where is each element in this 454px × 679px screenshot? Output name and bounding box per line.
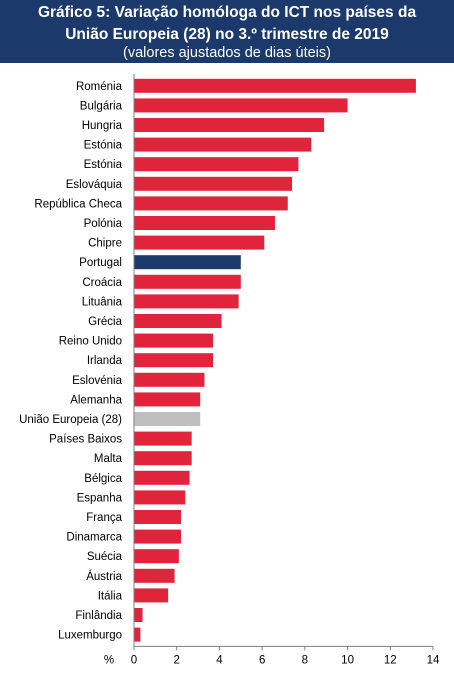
- category-label: Alemanha: [70, 394, 122, 406]
- category-label: Áustria: [86, 570, 122, 583]
- bar: [134, 568, 175, 583]
- bar: [134, 118, 325, 132]
- bar: [134, 392, 201, 407]
- category-label: Chipre: [88, 238, 122, 250]
- category-label: França: [86, 512, 122, 524]
- category-label: União Europeia (28): [19, 414, 122, 426]
- category-label: Bulgária: [80, 100, 123, 112]
- x-tick-label: 6: [259, 654, 265, 666]
- category-label: Dinamarca: [66, 532, 122, 544]
- category-label: Eslovénia: [72, 375, 122, 387]
- bar: [134, 627, 141, 642]
- category-label: Finlândia: [75, 610, 122, 622]
- category-label: Lituânia: [82, 296, 123, 308]
- x-tick-label: 12: [384, 654, 397, 666]
- category-label: Polónia: [84, 218, 123, 230]
- bar: [134, 216, 275, 230]
- category-label: Grécia: [88, 316, 122, 328]
- bar: [134, 470, 190, 485]
- category-label: Estónia: [84, 159, 123, 171]
- bar: [134, 431, 192, 446]
- bar: [134, 314, 222, 328]
- bar: [134, 176, 293, 191]
- x-tick-label: 2: [174, 654, 180, 666]
- bar: [134, 608, 143, 622]
- bar: [134, 157, 299, 172]
- bar: [134, 255, 241, 270]
- category-label: Suécia: [87, 551, 123, 563]
- bar: [134, 490, 186, 505]
- category-label: Hungria: [82, 120, 123, 132]
- chart-title-line-2: União Europeia (28) no 3.º trimestre de …: [65, 26, 389, 43]
- bar: [134, 588, 169, 603]
- bar: [134, 412, 201, 426]
- category-label: Itália: [98, 590, 123, 602]
- bar-chart: Roménia Bulgária Hungria Estónia Estónia Eslo…: [19, 74, 440, 666]
- bar: [134, 353, 214, 368]
- category-label: Reino Unido: [59, 336, 122, 348]
- bar: [134, 78, 416, 93]
- x-tick-label: 14: [427, 654, 440, 666]
- bar: [134, 372, 205, 387]
- category-label: Luxemburgo: [58, 630, 122, 642]
- bar: [134, 196, 288, 211]
- bar: [134, 137, 312, 152]
- category-label: Eslováquia: [66, 179, 123, 191]
- chart-title-line-1: Gráfico 5: Variação homóloga do ICT nos …: [37, 4, 417, 21]
- category-label: República Checa: [34, 198, 122, 210]
- bar: [134, 510, 181, 524]
- category-label: Portugal: [79, 257, 122, 269]
- bar: [134, 333, 214, 348]
- category-label: Croácia: [82, 277, 122, 289]
- bar: [134, 98, 348, 113]
- x-unit-label: %: [104, 654, 114, 666]
- category-label: Espanha: [77, 492, 123, 504]
- category-label: Estónia: [84, 140, 123, 152]
- bar: [134, 235, 265, 250]
- x-tick-label: 0: [131, 654, 137, 666]
- category-label: Malta: [94, 453, 123, 465]
- chart-header: Gráfico 5: Variação homóloga do ICT nos …: [0, 0, 454, 63]
- category-label: Roménia: [76, 81, 123, 93]
- bar: [134, 549, 179, 564]
- category-label: Bélgica: [84, 473, 122, 485]
- bar: [134, 451, 192, 466]
- bar: [134, 274, 241, 289]
- chart-subtitle: (valores ajustados de dias úteis): [123, 45, 331, 61]
- x-tick-label: 4: [216, 654, 223, 666]
- category-label: Países Baixos: [49, 434, 122, 446]
- bar: [134, 294, 239, 309]
- x-tick-label: 8: [302, 654, 308, 666]
- category-label: Irlanda: [87, 355, 123, 367]
- x-tick-label: 10: [341, 654, 354, 666]
- bar: [134, 529, 181, 544]
